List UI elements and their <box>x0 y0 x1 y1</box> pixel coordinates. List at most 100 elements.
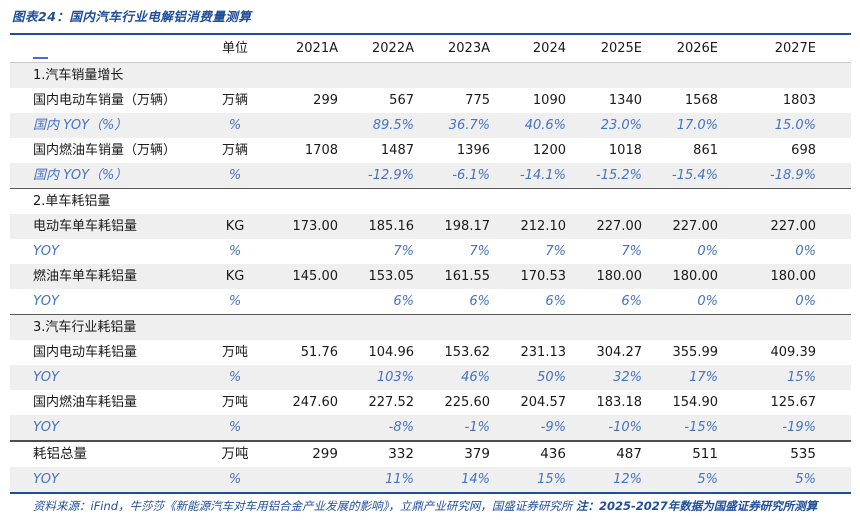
value-cell <box>346 189 422 215</box>
value-cell: 6% <box>393 294 414 309</box>
value-cell: 145.00 <box>292 269 339 284</box>
row-label: 国内电动车销量（万辆） <box>33 93 177 108</box>
value-cell: 125.67 <box>770 395 817 410</box>
year-column-header: 2022A <box>372 41 414 56</box>
value-cell: 51.76 <box>300 345 338 360</box>
value-cell: 161.55 <box>444 269 491 284</box>
value-cell: 103% <box>376 370 414 385</box>
unit-cell <box>200 189 270 215</box>
value-cell <box>650 315 726 341</box>
value-cell: 0% <box>697 244 718 259</box>
value-cell <box>270 239 346 264</box>
value-cell <box>346 315 422 341</box>
year-column-header: 2025E <box>600 41 642 56</box>
yoy-row: 国内 YOY（%）% 89.5% 36.7% 40.6% 23.0% 17.0% 15.0% <box>10 113 851 138</box>
value-cell: 89.5% <box>372 118 414 133</box>
value-cell <box>270 113 346 138</box>
value-cell: 5% <box>697 472 718 487</box>
section-row: 3.汽车行业耗铝量 <box>10 314 851 341</box>
value-cell: 225.60 <box>444 395 491 410</box>
value-cell: 1803 <box>782 93 816 108</box>
unit-cell: 万辆 <box>221 93 248 108</box>
value-cell: 355.99 <box>672 345 719 360</box>
value-cell: 7% <box>469 244 490 259</box>
row-label: 3.汽车行业耗铝量 <box>33 320 137 335</box>
data-row: 国内电动车销量（万辆） 万辆 299 567 775 1090 1340 1568 1803 <box>10 88 851 113</box>
unit-cell: KG <box>225 269 245 284</box>
unit-column-header: 单位 <box>221 41 248 56</box>
year-column-header: 2027E <box>774 41 816 56</box>
value-cell: 1340 <box>608 93 642 108</box>
value-cell: 183.18 <box>596 395 643 410</box>
yoy-row: YOY% 11% 14% 15% 12% 5% 5% <box>10 467 851 493</box>
value-cell: 104.96 <box>368 345 415 360</box>
value-cell: 861 <box>693 143 718 158</box>
value-cell: 50% <box>537 370 566 385</box>
value-cell: 247.60 <box>292 395 339 410</box>
value-cell: 180.00 <box>672 269 719 284</box>
value-cell: 11% <box>385 472 414 487</box>
unit-cell: % <box>228 370 242 385</box>
value-cell: 231.13 <box>520 345 567 360</box>
row-label: 耗铝总量 <box>33 446 87 462</box>
value-cell: 6% <box>469 294 490 309</box>
value-cell: 185.16 <box>368 219 415 234</box>
blue-dash-decoration <box>33 57 48 59</box>
value-cell: -19% <box>782 420 816 435</box>
year-column-header: 2024 <box>532 41 566 56</box>
unit-cell: % <box>228 294 242 309</box>
header-row: 单位 2021A 2022A 2023A 2024 2025E 2026E 2027E <box>10 34 851 63</box>
value-cell: 1568 <box>684 93 718 108</box>
value-cell <box>726 63 851 89</box>
unit-cell: 万吨 <box>221 395 248 410</box>
consumption-table-wrap: 单位 2021A 2022A 2023A 2024 2025E 2026E 2027E 1.汽… <box>10 33 851 494</box>
value-cell: 511 <box>692 446 718 462</box>
value-cell <box>422 315 498 341</box>
value-cell <box>270 315 346 341</box>
table-header: 单位 2021A 2022A 2023A 2024 2025E 2026E 2027E <box>10 34 851 63</box>
row-label: YOY <box>33 294 59 309</box>
value-cell: 0% <box>795 244 816 259</box>
value-cell: 153.62 <box>444 345 491 360</box>
row-label: 国内 YOY（%） <box>33 168 128 183</box>
unit-cell: 万吨 <box>221 446 249 462</box>
yoy-row: YOY% 6% 6% 6% 6% 0% 0% <box>10 289 851 315</box>
value-cell <box>270 289 346 315</box>
value-cell: 6% <box>621 294 642 309</box>
value-cell: 7% <box>621 244 642 259</box>
row-label: 2.单车耗铝量 <box>33 194 111 209</box>
value-cell: -12.9% <box>368 168 414 183</box>
yoy-row: YOY% 103% 46% 50% 32% 17% 15% <box>10 365 851 390</box>
value-cell <box>422 63 498 89</box>
value-cell: -6.1% <box>452 168 490 183</box>
value-cell: 227.00 <box>770 219 817 234</box>
value-cell: 180.00 <box>596 269 643 284</box>
total-row: 耗铝总量 万吨 299 332 379 436 487 511 535 <box>10 441 851 467</box>
value-cell: 698 <box>791 143 816 158</box>
row-label: 国内燃油车耗铝量 <box>33 395 138 410</box>
section-row: 2.单车耗铝量 <box>10 188 851 215</box>
value-cell: 0% <box>795 294 816 309</box>
value-cell <box>650 189 726 215</box>
value-cell <box>270 63 346 89</box>
value-cell: 46% <box>461 370 490 385</box>
data-row: 国内燃油车销量（万辆） 万辆 1708 1487 1396 1200 1018 861 698 <box>10 138 851 163</box>
row-label: 国内燃油车销量（万辆） <box>33 143 177 158</box>
value-cell: 227.00 <box>596 219 643 234</box>
value-cell: 173.00 <box>292 219 339 234</box>
unit-cell: 万吨 <box>221 345 248 360</box>
year-column-header: 2026E <box>676 41 718 56</box>
unit-cell: % <box>228 420 242 435</box>
data-row: 国内燃油车耗铝量 万吨 247.60 227.52 225.60 204.57 183.18… <box>10 390 851 415</box>
yoy-row: YOY% -8% -1% -9% -10% -15% -19% <box>10 415 851 441</box>
value-cell <box>498 315 574 341</box>
value-cell: 299 <box>312 446 338 462</box>
value-cell <box>270 189 346 215</box>
value-cell: 17% <box>689 370 718 385</box>
value-cell: -1% <box>464 420 490 435</box>
value-cell: 15% <box>787 370 816 385</box>
note-text: 注：2025-2027年数据为国盛证券研究所测算 <box>576 499 818 513</box>
value-cell: 32% <box>613 370 642 385</box>
value-cell: 1018 <box>608 143 642 158</box>
unit-cell: % <box>228 168 242 183</box>
